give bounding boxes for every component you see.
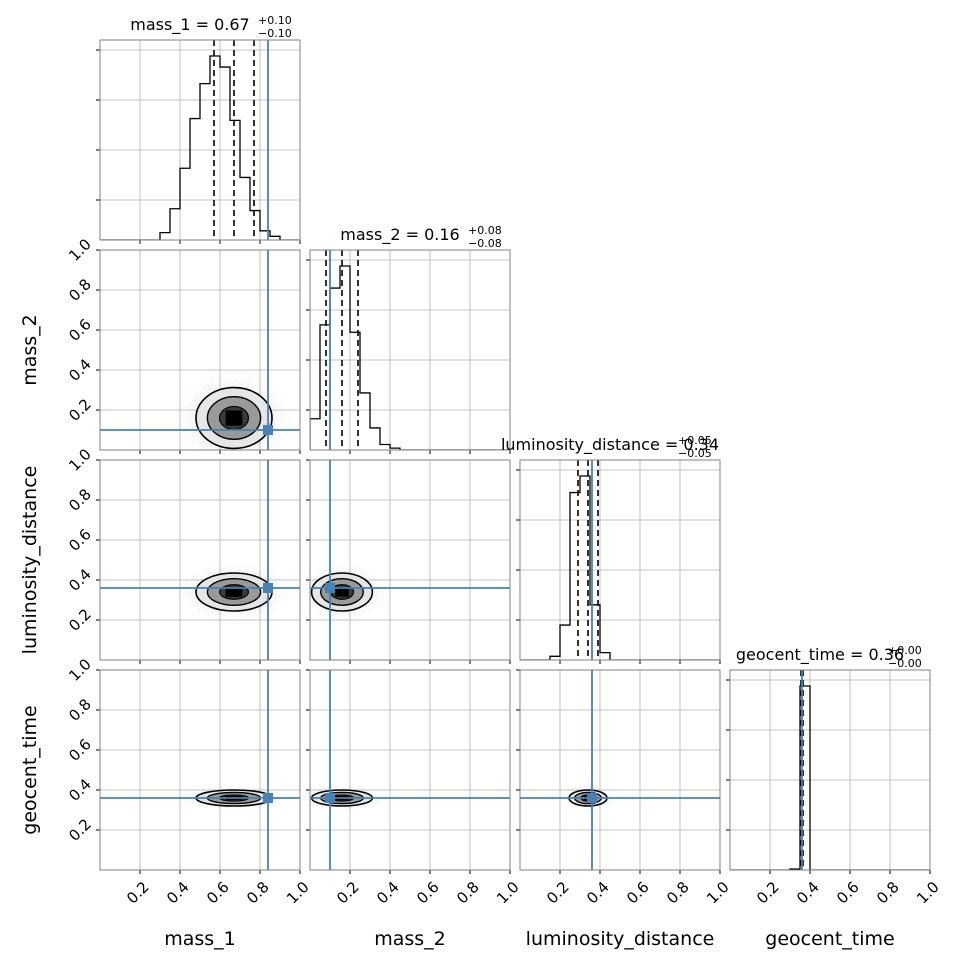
title-plus: +0.10: [258, 14, 292, 27]
title-mass_1: mass_1 = 0.67: [130, 15, 249, 35]
histogram-luminosity_distance: [520, 475, 720, 660]
y-tick-label: 0.4: [65, 355, 95, 385]
x-tick-label: 0.8: [663, 878, 693, 908]
panel-mass_1-luminosity_distance: 0.2 0.4 0.6 0.8 1.0 luminosity_distance: [19, 445, 301, 664]
panel-frame: [729, 669, 931, 871]
density-core: [225, 410, 243, 426]
panel-mass_1-mass_2: 0.2 0.4 0.6 0.8 1.0 mass_2: [19, 235, 301, 454]
y-tick-label: 0.6: [65, 315, 95, 345]
y-tick-label: 0.4: [65, 565, 95, 595]
x-tick-label: 0.8: [243, 878, 273, 908]
x-axis-label-mass_2: mass_2: [374, 928, 446, 950]
x-tick-label: 1.0: [703, 878, 733, 908]
y-tick-label: 0.2: [65, 815, 95, 845]
x-axis-label-mass_1: mass_1: [164, 928, 236, 950]
y-tick-label: 0.2: [65, 395, 95, 425]
y-axis-label-mass_2: mass_2: [19, 314, 41, 386]
x-tick-label: 0.4: [373, 878, 403, 908]
x-tick-label: 0.6: [833, 878, 863, 908]
x-axis-label-geocent_time: geocent_time: [765, 928, 894, 950]
title-minus: −0.00: [888, 657, 922, 670]
panel-frame: [309, 249, 511, 451]
histogram-mass_1: [100, 55, 300, 240]
y-axis-label-luminosity_distance: luminosity_distance: [19, 466, 41, 655]
x-tick-label: 1.0: [283, 878, 313, 908]
y-tick-label: 1.0: [65, 445, 95, 475]
panel-frame: [519, 669, 721, 871]
panel-frame: [309, 459, 511, 661]
y-tick-label: 0.6: [65, 525, 95, 555]
x-tick-label: 0.6: [413, 878, 443, 908]
y-tick-label: 0.8: [65, 695, 95, 725]
x-tick-label: 0.2: [543, 878, 573, 908]
panel-content: [100, 250, 300, 450]
y-tick-label: 0.8: [65, 275, 95, 305]
title-minus: −0.10: [258, 27, 292, 40]
panel-frame: [519, 459, 721, 661]
panel-luminosity_distance-geocent_time: 0.2 0.4 0.6 0.8 1.0 luminosity_distance: [516, 669, 733, 950]
panel-content: [100, 670, 300, 870]
title-geocent_time: geocent_time = 0.36: [736, 645, 904, 665]
density-core: [335, 587, 349, 597]
truth-marker: [263, 583, 273, 593]
x-tick-label: 0.2: [123, 878, 153, 908]
x-tick-label: 0.2: [753, 878, 783, 908]
panel-mass_2-mass_2: mass_2 = 0.16 +0.08−0.08: [306, 224, 511, 454]
panel-content: [730, 670, 930, 870]
panel-mass_2-luminosity_distance: [306, 459, 511, 664]
truth-marker: [325, 583, 335, 593]
panel-mass_1-mass_1: mass_1 = 0.67 +0.10−0.10: [96, 14, 301, 244]
histogram-geocent_time: [730, 685, 930, 870]
truth-marker: [325, 793, 335, 803]
y-tick-label: 0.2: [65, 605, 95, 635]
title-plus: +0.08: [468, 224, 502, 237]
x-axis-label-luminosity_distance: luminosity_distance: [526, 928, 715, 950]
x-tick-label: 0.6: [203, 878, 233, 908]
title-mass_2: mass_2 = 0.16: [340, 225, 459, 245]
x-tick-label: 1.0: [493, 878, 523, 908]
y-axis-label-geocent_time: geocent_time: [19, 705, 41, 834]
panel-content: [100, 460, 300, 660]
panel-frame: [309, 669, 511, 871]
title-minus: −0.08: [468, 237, 502, 250]
panel-content: [310, 250, 510, 450]
x-tick-label: 0.4: [163, 878, 193, 908]
panel-mass_2-geocent_time: 0.2 0.4 0.6 0.8 1.0 mass_2: [306, 669, 523, 950]
title-plus: +0.05: [678, 434, 712, 447]
panel-mass_1-geocent_time: 0.2 0.4 0.6 0.8 1.0 geocent_time 0.2 0.4 0.6 0.8 1…: [19, 655, 313, 950]
title-luminosity_distance: luminosity_distance = 0.34: [501, 435, 719, 455]
y-tick-label: 1.0: [65, 235, 95, 265]
panel-content: [520, 670, 720, 870]
title-minus: −0.05: [678, 447, 712, 460]
x-tick-label: 0.4: [793, 878, 823, 908]
panel-frame: [99, 459, 301, 661]
y-tick-label: 0.8: [65, 485, 95, 515]
panel-luminosity_distance-luminosity_distance: luminosity_distance = 0.34+0.05−0.05: [501, 434, 721, 664]
truth-marker: [587, 793, 597, 803]
panel-content: [310, 670, 510, 870]
panel-content: [520, 460, 720, 660]
panel-frame: [99, 249, 301, 451]
x-tick-label: 0.8: [873, 878, 903, 908]
panel-content: [310, 460, 510, 660]
x-tick-label: 0.2: [333, 878, 363, 908]
panel-frame: [99, 39, 301, 241]
truth-marker: [263, 793, 273, 803]
x-tick-label: 0.8: [453, 878, 483, 908]
panel-frame: [99, 669, 301, 871]
panel-content: [100, 40, 300, 240]
density-core: [225, 587, 243, 597]
panel-geocent_time-geocent_time: geocent_time = 0.36+0.00−0.00 0.2 0.4 0.6 0.…: [726, 644, 943, 950]
y-tick-label: 0.6: [65, 735, 95, 765]
x-tick-label: 0.4: [583, 878, 613, 908]
x-tick-label: 0.6: [623, 878, 653, 908]
x-tick-label: 1.0: [913, 878, 943, 908]
y-tick-label: 1.0: [65, 655, 95, 685]
title-plus: +0.00: [888, 644, 922, 657]
histogram-mass_2: [310, 265, 510, 450]
truth-marker: [263, 425, 273, 435]
y-tick-label: 0.4: [65, 775, 95, 805]
